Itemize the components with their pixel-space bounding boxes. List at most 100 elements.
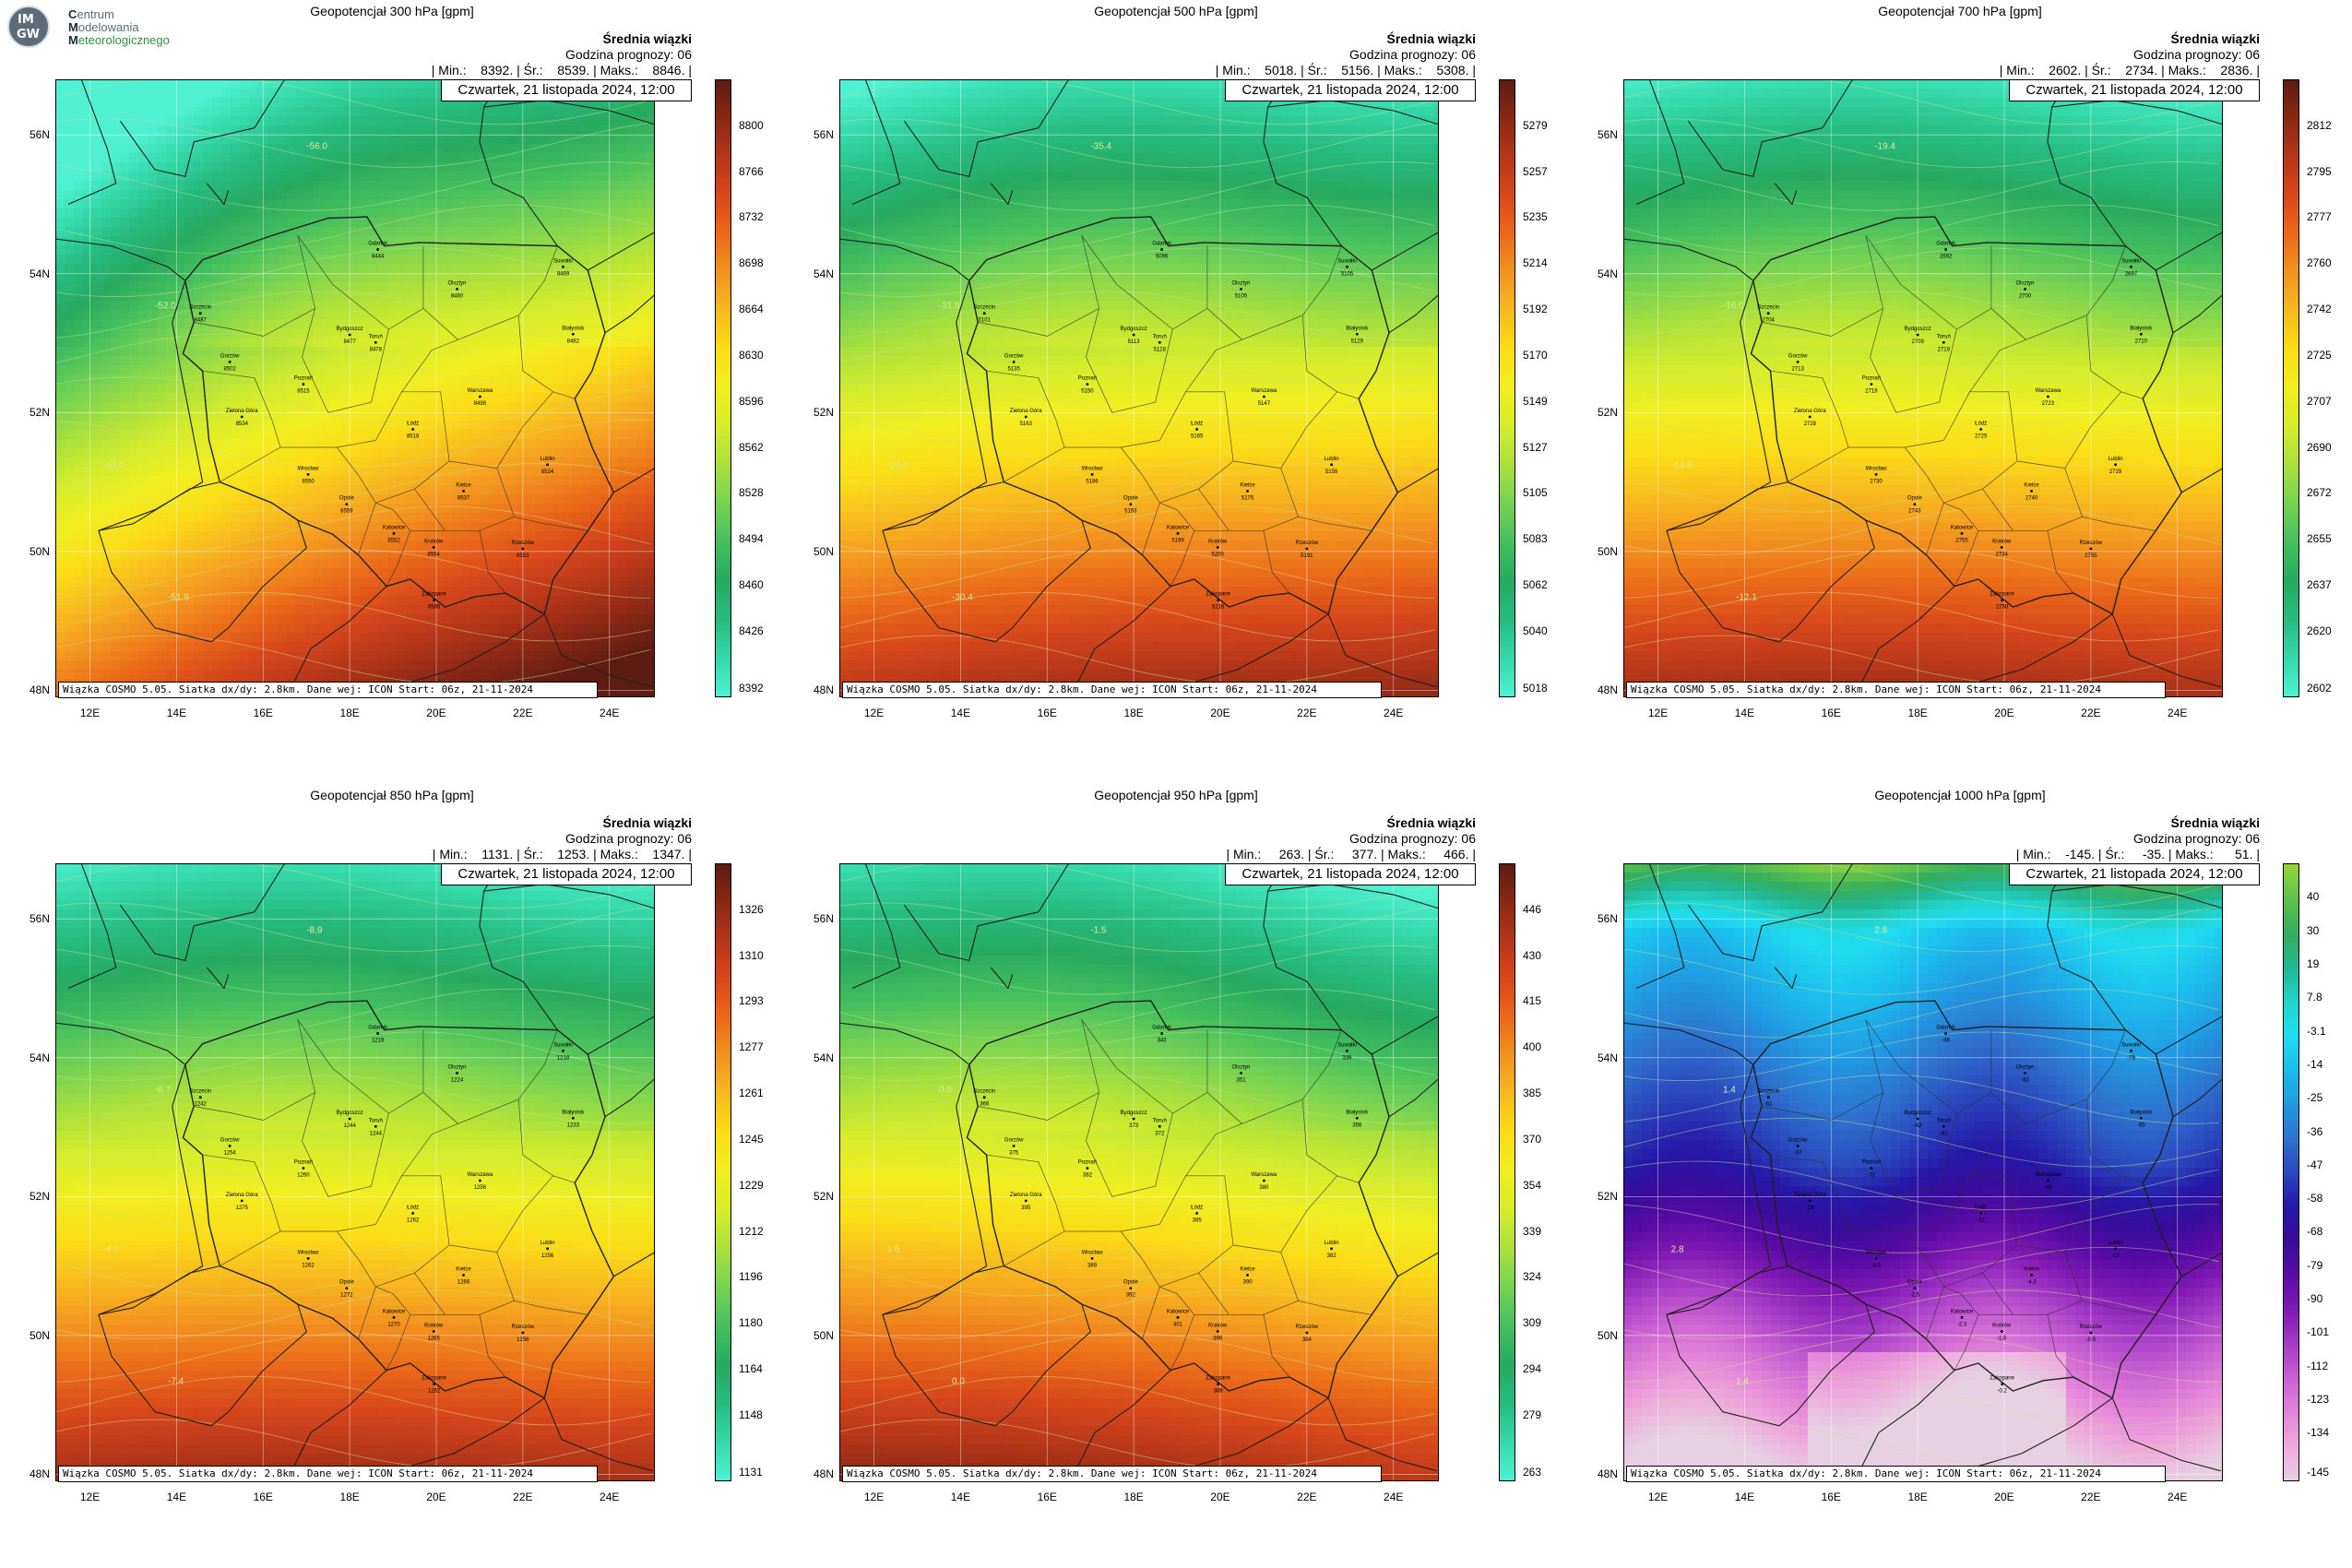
- city-dot: [462, 1274, 465, 1277]
- colorbar-tick-label: 1277: [739, 1041, 764, 1052]
- latitude-tick-label: 52N: [791, 1190, 834, 1203]
- longitude-tick-label: 16E: [1822, 707, 1841, 719]
- city-value: 5186: [1086, 479, 1099, 484]
- city-name: Łódź: [1975, 1205, 1987, 1210]
- city-name: Lublin: [2108, 1241, 2123, 1246]
- city-value: 2719: [1865, 388, 1878, 394]
- city-dot: [2001, 599, 2004, 602]
- city-dot: [1216, 545, 1219, 549]
- city-name: Rzeszów: [2080, 1324, 2103, 1330]
- city-value: -2.3: [1957, 1322, 1967, 1327]
- panel-statistics: Średnia wiązki Godzina prognozy: 06 | Min.…: [1216, 31, 1476, 78]
- colorbar-tick-label: 8562: [739, 442, 764, 453]
- city-value: 8444: [372, 254, 385, 259]
- city-value: 8585: [428, 605, 441, 611]
- imgw-badge: IM GW: [7, 6, 50, 48]
- city-name: Bydgoszcz: [1121, 1111, 1147, 1116]
- colorbar-tick-label: 370: [1523, 1134, 1541, 1145]
- city-name: Bydgoszcz: [337, 1111, 363, 1116]
- city-value: 392: [1126, 1293, 1136, 1299]
- latitude-tick-label: 48N: [1575, 1467, 1618, 1480]
- voivodeship-borders: [1762, 1019, 2156, 1378]
- panel-title: Geopotencjał 700 hPa [gpm]: [1568, 4, 2352, 18]
- panel-title: Geopotencjał 300 hPa [gpm]: [0, 4, 784, 18]
- contour-label: 2.8: [1874, 925, 1887, 935]
- city-name: Białystok: [2130, 1110, 2153, 1115]
- country-borders: [55, 863, 655, 1479]
- colorbar-tick-label: 8494: [739, 533, 764, 544]
- city-dot: [2024, 287, 2026, 291]
- longitude-tick-label: 22E: [2081, 1491, 2100, 1503]
- latitude-tick-label: 56N: [7, 128, 50, 141]
- city-value: 2750: [1996, 605, 2009, 611]
- city-value: 1265: [428, 1336, 441, 1341]
- contour-label: -48.0: [103, 461, 125, 471]
- city-name: Wrocław: [1082, 1250, 1104, 1255]
- city-dot: [2130, 265, 2132, 268]
- city-name: Kraków: [424, 539, 444, 544]
- city-name: Zielona Góra: [1010, 409, 1042, 414]
- longitude-tick-label: 24E: [1384, 1491, 1403, 1503]
- city-dot: [198, 312, 202, 315]
- city-name: Zakopane: [422, 592, 446, 598]
- colorbar-tick-label: -112: [2307, 1360, 2328, 1372]
- city-value: 2725: [1975, 434, 1988, 439]
- city-name: Kielce: [2024, 1266, 2039, 1272]
- model-info-footer: Wiązka COSMO 5.05. Siatka dx/dy: 2.8km. …: [58, 1466, 598, 1482]
- imgw-logo: IM GW Centrum Modelowania Meteorologiczn…: [7, 6, 192, 50]
- city-value: -79: [2127, 1055, 2135, 1061]
- contour-label: 0.0: [939, 1085, 952, 1095]
- city-name: Opole: [1123, 1280, 1139, 1286]
- city-name: Poznań: [1078, 1159, 1097, 1165]
- colorbar-tick-label: -123: [2307, 1394, 2329, 1405]
- city-value: -31: [1868, 1172, 1876, 1178]
- city-dot: [345, 503, 349, 506]
- city-value: 2729: [2109, 469, 2122, 475]
- longitude-tick-label: 16E: [1038, 707, 1057, 719]
- city-name: Łódź: [407, 1205, 419, 1210]
- longitude-tick-label: 12E: [80, 1491, 100, 1503]
- latitude-tick-label: 56N: [791, 128, 834, 141]
- longitude-tick-label: 12E: [864, 707, 884, 719]
- city-dot: [2139, 332, 2143, 336]
- city-dot: [198, 1096, 202, 1099]
- colorbar-tick-label: 1293: [739, 995, 764, 1006]
- city-name: Zielona Góra: [1010, 1193, 1042, 1198]
- map-panel: Geopotencjał 500 hPa [gpm] Średnia wiązki…: [784, 0, 1568, 784]
- city-name: Poznań: [294, 375, 313, 381]
- city-name: Szczecin: [973, 305, 995, 311]
- city-value: 8482: [567, 339, 580, 344]
- city-dot: [478, 1179, 481, 1182]
- city-name: Warszawa: [1251, 1172, 1277, 1178]
- longitude-tick-label: 18E: [1907, 707, 1927, 719]
- country-borders: [1623, 863, 2223, 1479]
- colorbar-tick-label: -3.1: [2307, 1026, 2326, 1037]
- city-name: Warszawa: [2035, 1172, 2061, 1178]
- colorbar-tick-label: 1326: [739, 904, 764, 915]
- city-dot: [240, 415, 244, 419]
- city-value: 2730: [1870, 479, 1883, 484]
- longitude-tick-label: 20E: [426, 707, 445, 719]
- city-dot: [392, 1315, 396, 1319]
- panel-statistics: Średnia wiązki Godzina prognozy: 06 | Min.…: [432, 31, 692, 78]
- city-name: Zielona Góra: [1794, 409, 1826, 414]
- city-dot: [2089, 1331, 2093, 1335]
- longitude-tick-label: 18E: [339, 707, 359, 719]
- city-name: Katowice: [1951, 1309, 1974, 1314]
- colorbar-tick-label: 2655: [2307, 533, 2332, 544]
- city-value: 5096: [1156, 254, 1169, 259]
- city-value: 396: [1213, 1336, 1223, 1341]
- city-name: Kielce: [456, 482, 471, 488]
- city-dot: [2024, 1071, 2026, 1075]
- city-name: Opole: [339, 1280, 355, 1286]
- city-name: Bydgoszcz: [1905, 1111, 1931, 1116]
- colorbar-tick-label: 8766: [739, 166, 764, 177]
- city-value: 401: [1173, 1322, 1183, 1327]
- colorbar-tick-label: 40: [2307, 891, 2319, 902]
- city-name: Gdańsk: [368, 241, 388, 246]
- city-value: 1260: [297, 1172, 310, 1178]
- latitude-tick-label: 50N: [791, 1329, 834, 1342]
- country-borders: [1623, 79, 2223, 695]
- city-name: Łódź: [407, 421, 419, 426]
- forecast-date-label: Czwartek, 21 listopada 2024, 12:00: [441, 79, 692, 101]
